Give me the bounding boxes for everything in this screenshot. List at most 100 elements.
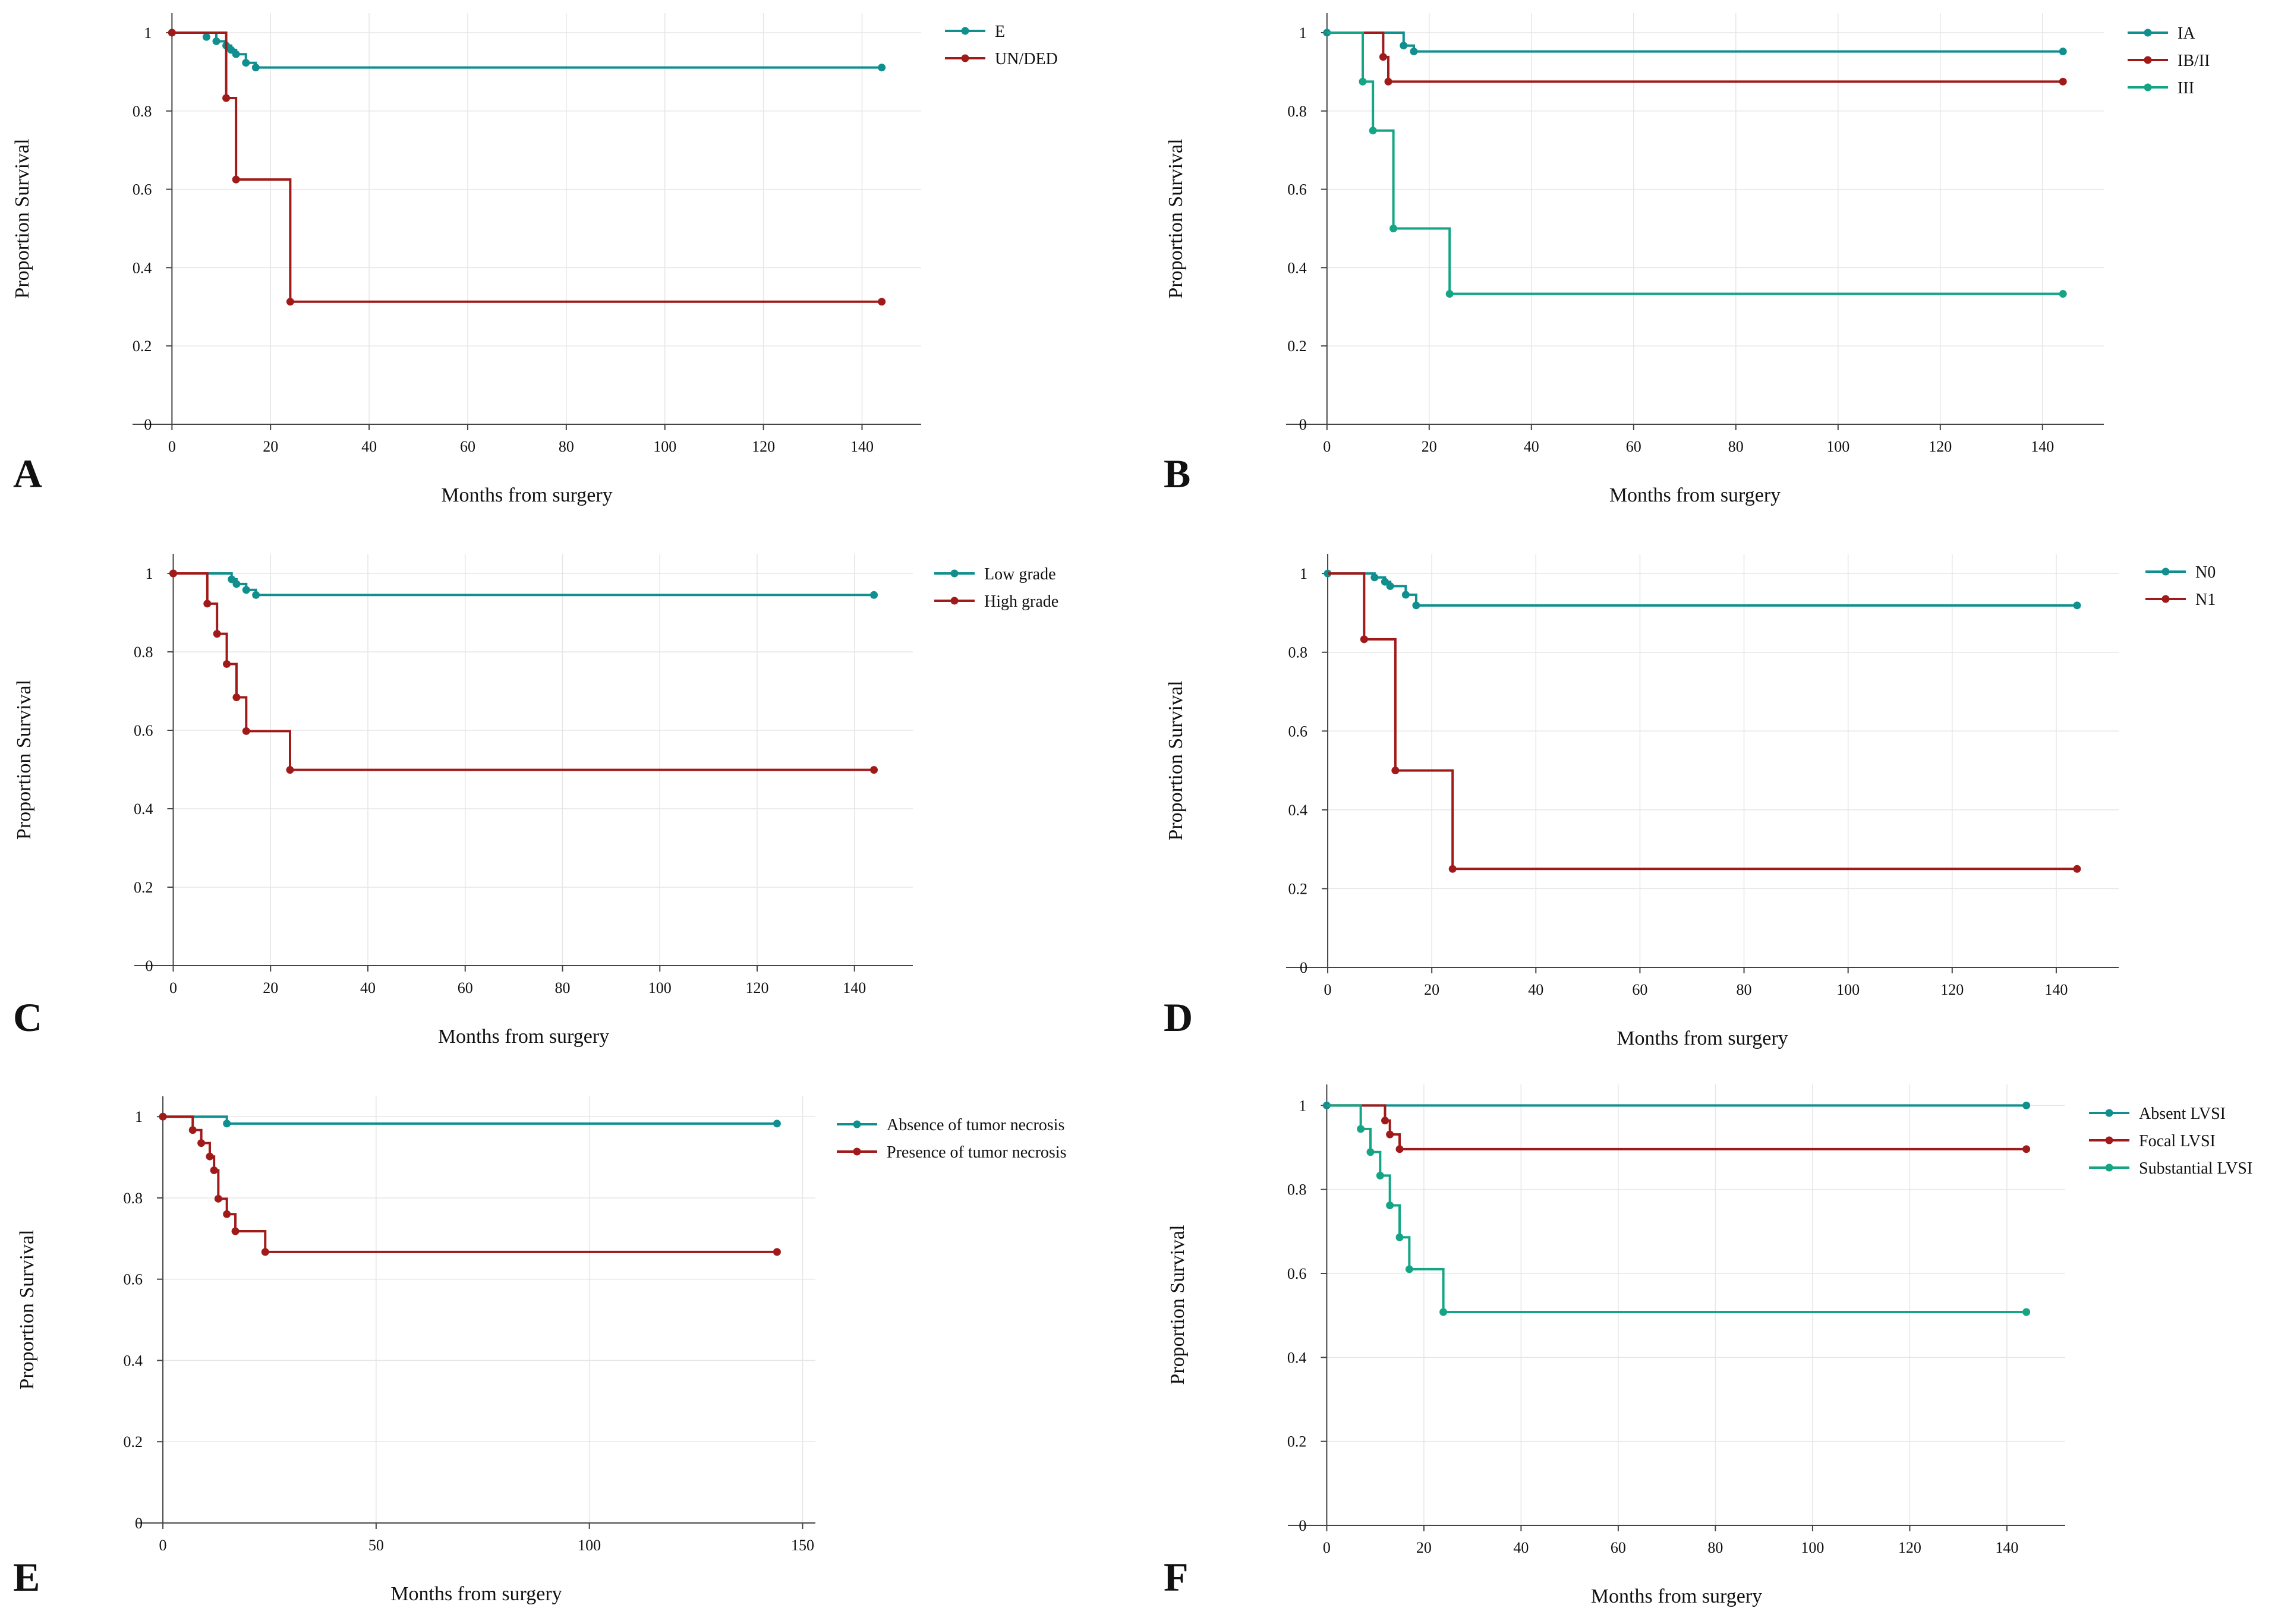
x-axis-title: Months from surgery <box>441 484 612 506</box>
y-tick-label: 0.8 <box>133 103 152 120</box>
y-tick-label: 0.4 <box>124 1352 143 1369</box>
y-tick-label: 0 <box>144 416 152 433</box>
legend-swatch-marker <box>950 569 959 578</box>
censor-point <box>2022 1101 2031 1109</box>
y-tick-label: 1 <box>144 24 152 42</box>
x-tick-label: 120 <box>1898 1539 1921 1556</box>
x-axis-title: Months from surgery <box>1591 1585 1762 1607</box>
survival-line-iii <box>1326 31 2063 295</box>
censor-point <box>1445 290 1454 298</box>
x-tick-label: 100 <box>653 438 676 455</box>
legend-swatch-marker <box>2161 595 2170 603</box>
legend-label: Focal LVSI <box>2139 1132 2216 1150</box>
chart-panel-f: 0 0.2 0.4 0.6 0.8 1 0 20 40 60 80 100 120 140 Months f… <box>1164 1084 2252 1607</box>
panel-letter: C <box>13 995 42 1040</box>
x-tick-label: 80 <box>555 979 571 997</box>
legend-swatch-marker <box>2144 83 2152 92</box>
censor-point <box>1395 1145 1404 1153</box>
panel-letter: F <box>1164 1554 1189 1600</box>
legend-swatch-marker <box>2105 1163 2113 1172</box>
x-tick-label: 20 <box>1422 438 1437 455</box>
legend-label: Presence of tumor necrosis <box>887 1143 1066 1162</box>
censor-point <box>2073 865 2081 873</box>
censor-point <box>203 600 212 608</box>
legend-swatch-marker <box>2105 1109 2113 1117</box>
y-axis-title: Proportion Survival <box>1165 138 1187 298</box>
legend-label: Absent LVSI <box>2139 1105 2226 1123</box>
y-tick-label: 0 <box>1299 416 1307 433</box>
y-tick-label: 0.6 <box>124 1271 143 1288</box>
censor-point <box>159 1112 167 1121</box>
censor-point <box>1391 767 1400 775</box>
censor-point <box>242 59 250 67</box>
x-tick-label: 80 <box>559 438 574 455</box>
censor-point <box>232 580 241 588</box>
x-tick-label: 140 <box>850 438 874 455</box>
y-axis-title: Proportion Survival <box>13 680 35 840</box>
y-axis-title: Proportion Survival <box>1167 1225 1189 1385</box>
censor-point <box>1410 48 1418 56</box>
legend-label: Absence of tumor necrosis <box>887 1116 1064 1134</box>
x-tick-label: 0 <box>169 979 177 997</box>
censor-point <box>242 727 250 735</box>
censor-point <box>2059 290 2067 298</box>
x-tick-label: 0 <box>1323 438 1331 455</box>
censor-point <box>1381 1117 1389 1125</box>
x-tick-label: 0 <box>1323 1539 1331 1556</box>
y-tick-label: 0.8 <box>1287 1181 1307 1199</box>
x-tick-label: 120 <box>752 438 775 455</box>
survival-line-high-grade <box>173 572 874 771</box>
censor-point <box>2022 1308 2031 1316</box>
legend-swatch-marker <box>961 27 969 35</box>
legend-swatch-marker <box>950 597 959 605</box>
chart-panel-b: 0 0.2 0.4 0.6 0.8 1 0 20 40 60 80 100 120 140 Months f… <box>1164 13 2210 506</box>
censor-point <box>223 660 231 668</box>
censor-point <box>242 586 250 594</box>
survival-line-un-ded <box>172 31 882 303</box>
legend-swatch-marker <box>2161 567 2170 576</box>
censor-point <box>202 33 210 41</box>
censor-point <box>870 766 878 774</box>
censor-point <box>1357 1125 1365 1133</box>
y-tick-label: 0.8 <box>134 644 153 661</box>
censor-point <box>1405 1265 1413 1273</box>
y-tick-label: 0.2 <box>1287 1433 1307 1450</box>
y-tick-label: 1 <box>135 1108 143 1125</box>
chart-panel-d: 0 0.2 0.4 0.6 0.8 1 0 20 40 60 80 100 120 140 Months f… <box>1164 554 2216 1049</box>
censor-point <box>1381 578 1389 586</box>
x-tick-label: 100 <box>578 1537 601 1554</box>
x-tick-label: 100 <box>1826 438 1849 455</box>
survival-line-low-grade <box>173 572 874 597</box>
censor-point <box>2059 77 2067 86</box>
survival-line-absence-of-tumor-necrosis <box>163 1115 777 1125</box>
censor-point <box>1379 53 1387 61</box>
censor-point <box>206 1152 214 1161</box>
y-tick-label: 0.8 <box>1287 103 1307 120</box>
y-tick-label: 1 <box>146 565 153 582</box>
x-tick-label: 40 <box>1524 438 1539 455</box>
y-tick-label: 0.6 <box>133 181 152 198</box>
x-tick-label: 40 <box>1513 1539 1529 1556</box>
censor-point <box>232 50 240 58</box>
panel-letter: E <box>13 1554 40 1600</box>
y-tick-label: 0.6 <box>1288 723 1308 740</box>
legend-swatch-marker <box>853 1147 861 1156</box>
censor-point <box>169 569 177 578</box>
censor-point <box>1359 77 1367 86</box>
legend-label: N1 <box>2195 591 2216 609</box>
y-tick-label: 0.4 <box>1287 259 1307 276</box>
y-tick-label: 0 <box>146 957 153 975</box>
y-tick-label: 0.6 <box>1287 181 1307 198</box>
y-tick-label: 0.8 <box>1288 644 1308 661</box>
censor-point <box>1400 42 1408 50</box>
censor-point <box>210 1166 218 1174</box>
chart-panel-e: 0 0.2 0.4 0.6 0.8 1 0 50 100 150 Months from surge… <box>13 1096 1066 1605</box>
chart-panel-a: 0 0.2 0.4 0.6 0.8 1 0 20 40 60 80 100 120 140 Months f… <box>11 13 1058 506</box>
censor-point <box>213 630 221 638</box>
censor-point <box>773 1248 781 1256</box>
legend-swatch-marker <box>2105 1136 2113 1144</box>
x-tick-label: 60 <box>1632 981 1647 998</box>
y-tick-label: 0.2 <box>1287 338 1307 355</box>
censor-point <box>1370 573 1379 582</box>
legend-label: III <box>2178 79 2194 97</box>
